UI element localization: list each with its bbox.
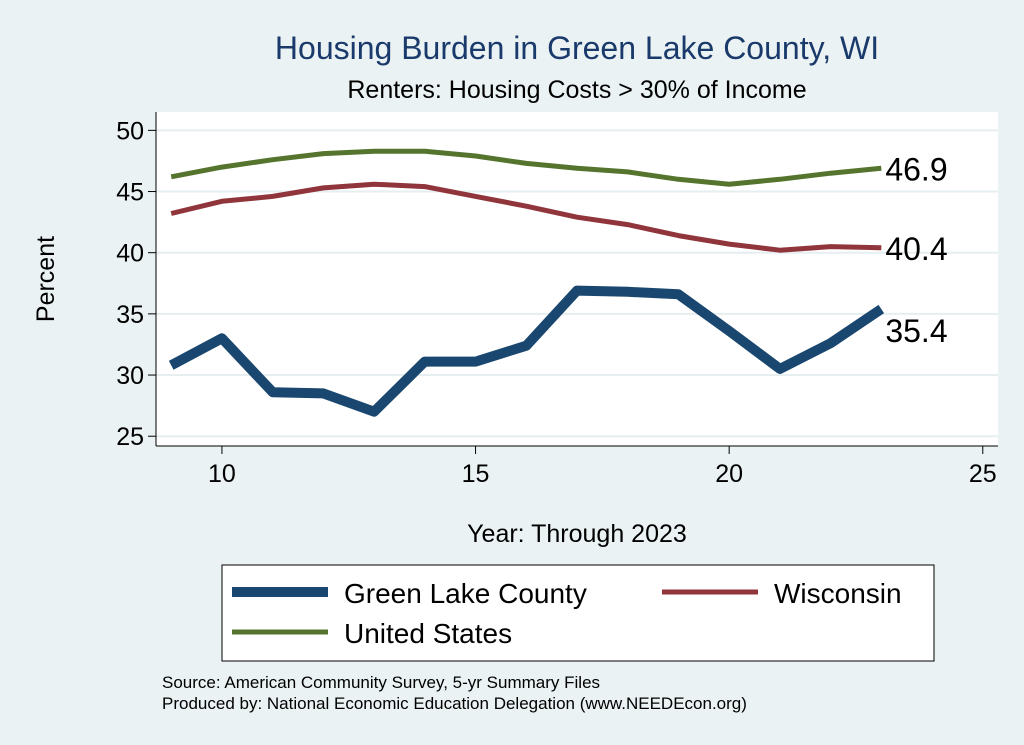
gridlines — [156, 129, 998, 438]
y-tick-label-25: 25 — [116, 423, 144, 451]
series-lines — [168, 148, 885, 417]
chart-subtitle: Renters: Housing Costs > 30% of Income — [347, 76, 806, 104]
chart-title: Housing Burden in Green Lake County, WI — [275, 30, 879, 66]
producer-note: Produced by: National Economic Education… — [162, 694, 747, 713]
source-note: Source: American Community Survey, 5-yr … — [162, 673, 600, 692]
x-tick-label-15: 15 — [462, 460, 490, 488]
end-label-green-lake-county: 35.4 — [885, 313, 947, 349]
end-label-united-states: 46.9 — [885, 151, 947, 187]
y-axis-label: Percent — [32, 236, 60, 322]
end-label-wisconsin: 40.4 — [885, 231, 947, 267]
x-axis-label: Year: Through 2023 — [467, 520, 687, 548]
series-line-wisconsin — [170, 181, 882, 253]
y-tick-label-45: 45 — [116, 179, 144, 207]
y-tick-label-40: 40 — [116, 240, 144, 268]
end-labels: 46.9 40.4 35.4 — [885, 151, 947, 349]
x-tick-label-25: 25 — [969, 460, 997, 488]
legend-label-wisconsin: Wisconsin — [774, 578, 902, 609]
legend-box — [221, 564, 935, 662]
legend-label-green-lake-county: Green Lake County — [344, 578, 587, 609]
axes: 25 30 35 40 45 50 10 15 20 25 — [116, 112, 998, 488]
series-line-green-lake-county — [168, 285, 885, 417]
legend: Green Lake County Wisconsin United State… — [221, 564, 935, 662]
series-line-united-states — [170, 148, 882, 187]
y-tick-label-35: 35 — [116, 301, 144, 329]
legend-label-united-states: United States — [344, 618, 512, 649]
x-tick-label-10: 10 — [208, 460, 236, 488]
y-tick-label-50: 50 — [116, 117, 144, 145]
x-tick-label-20: 20 — [715, 460, 743, 488]
y-tick-label-30: 30 — [116, 362, 144, 390]
